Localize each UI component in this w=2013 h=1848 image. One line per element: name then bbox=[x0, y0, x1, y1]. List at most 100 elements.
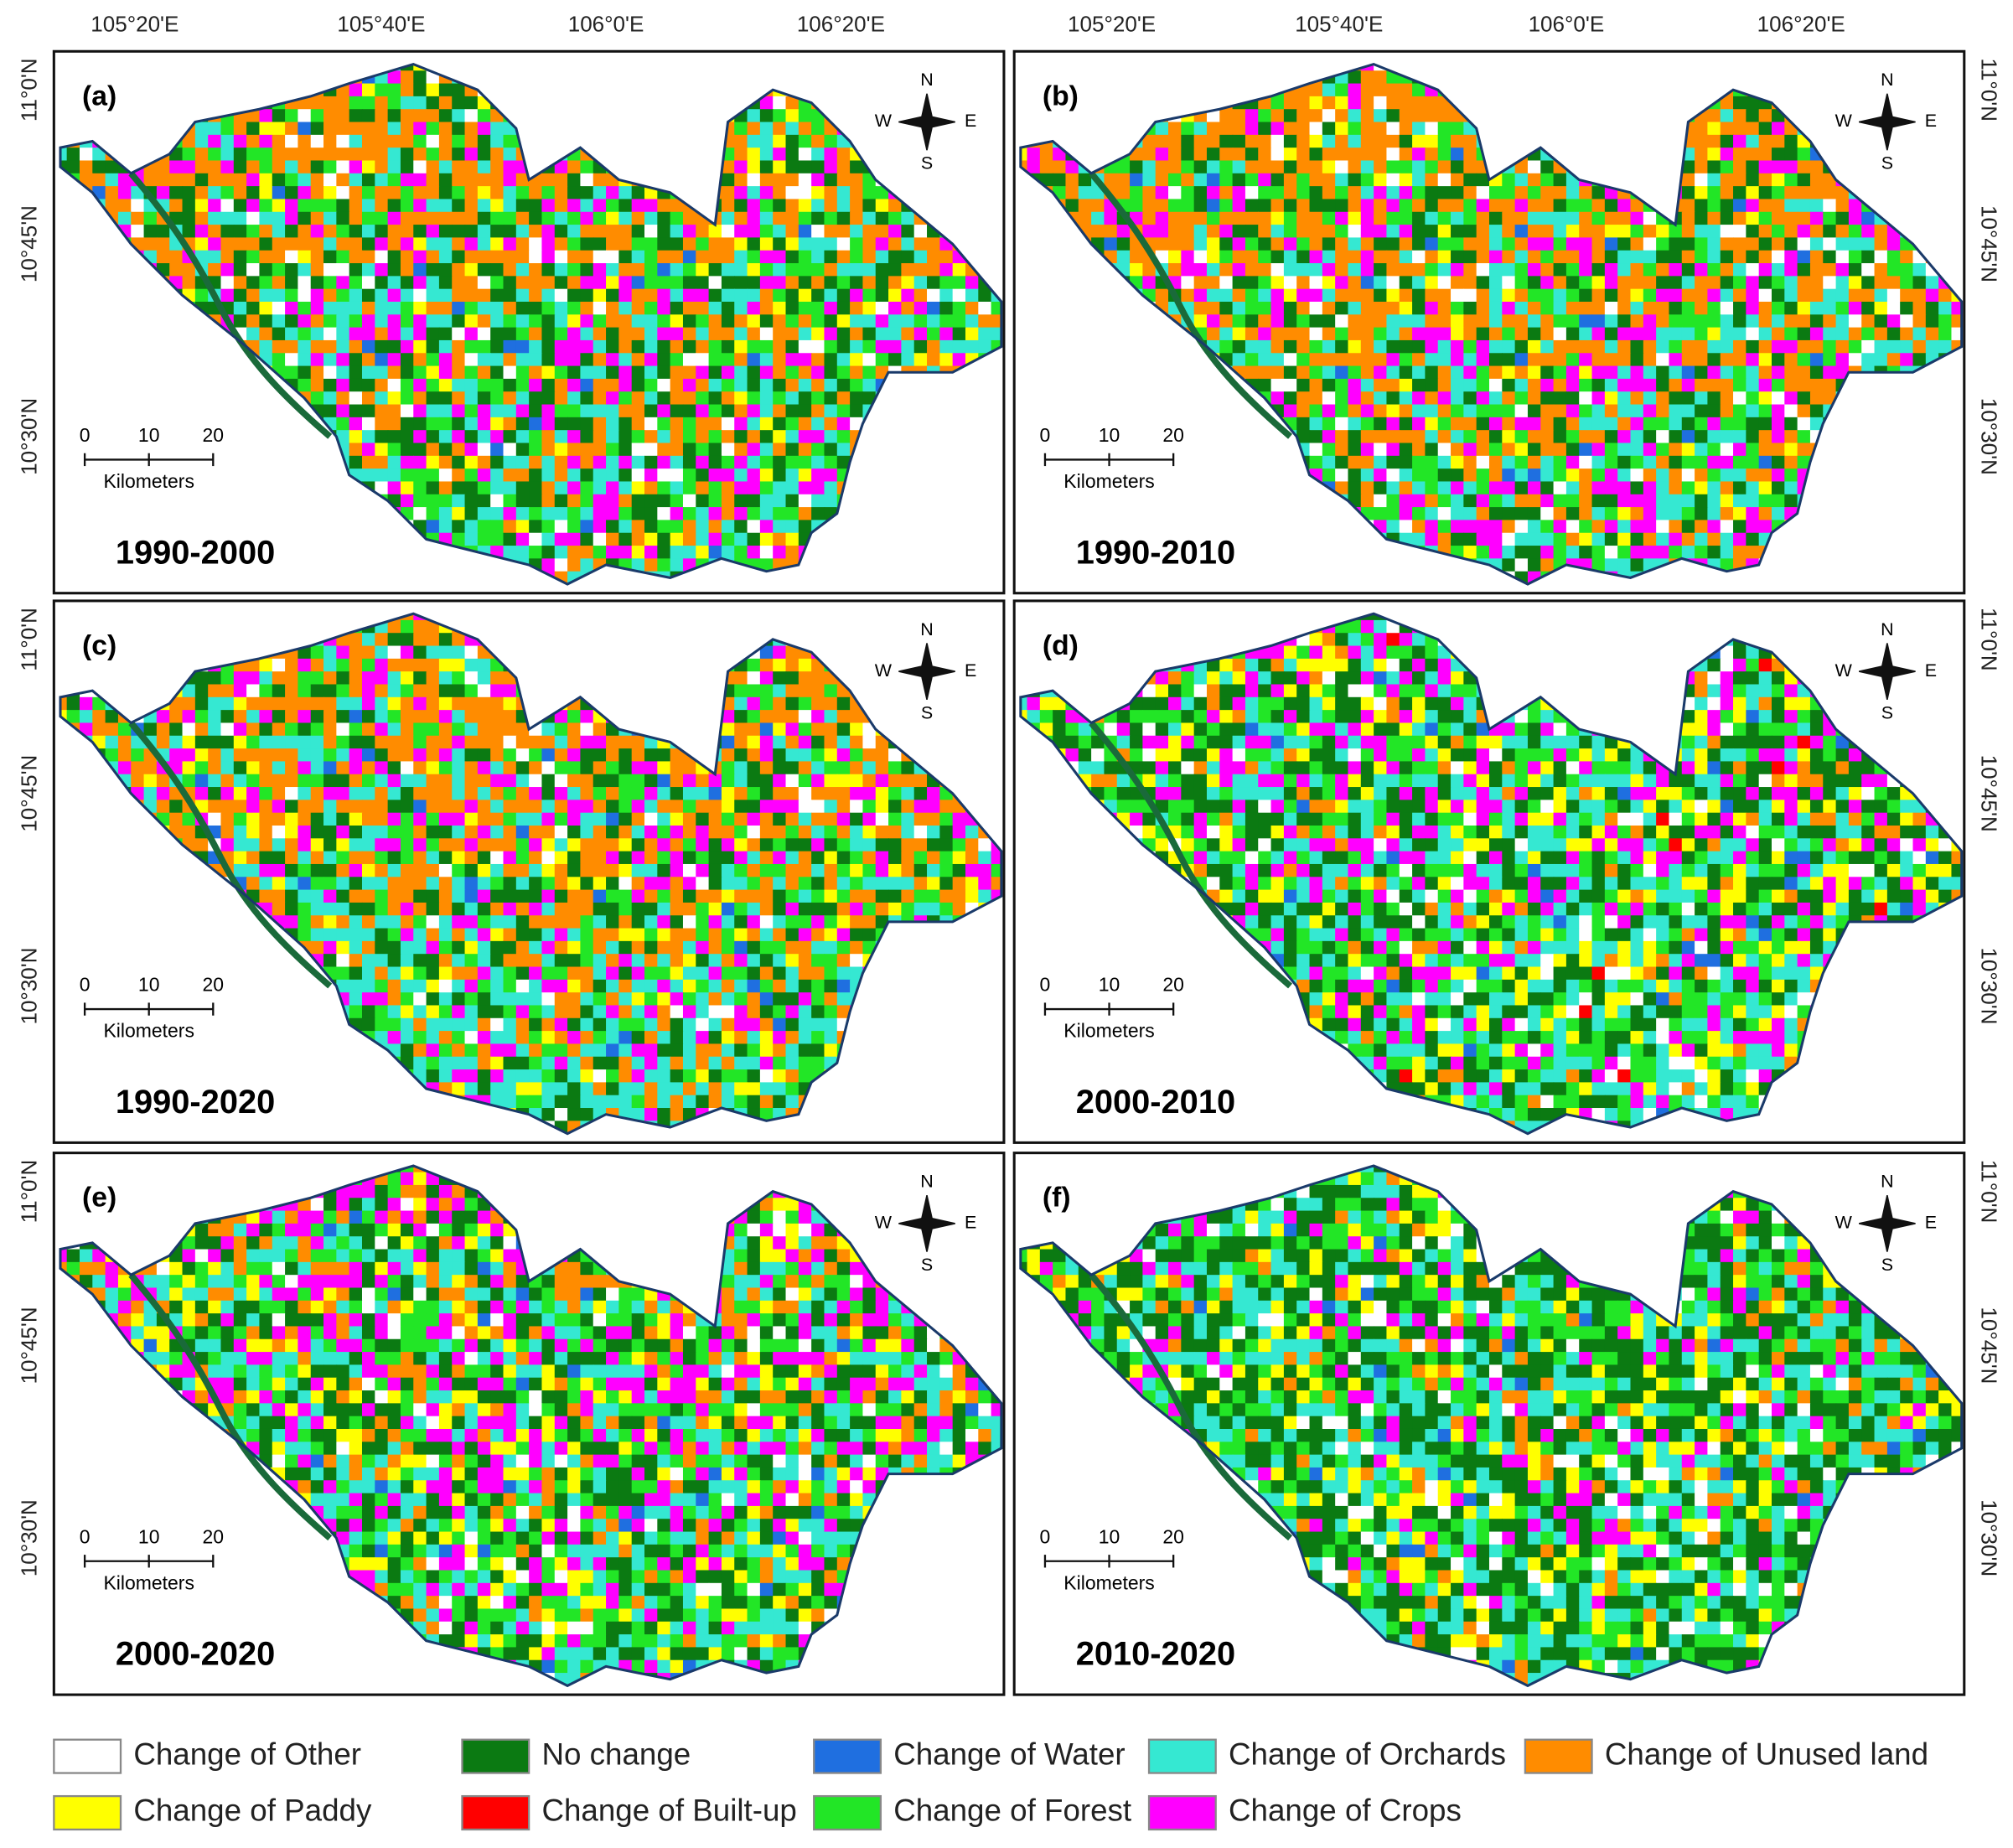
land-cell bbox=[1437, 327, 1452, 341]
land-cell bbox=[298, 378, 312, 392]
land-cell bbox=[1758, 134, 1772, 148]
land-cell bbox=[310, 122, 324, 136]
land-cell bbox=[1617, 339, 1632, 355]
land-cell bbox=[811, 391, 825, 406]
land-cell bbox=[670, 211, 684, 225]
land-cell bbox=[682, 225, 697, 239]
land-cell bbox=[156, 250, 170, 264]
land-cell bbox=[1309, 365, 1323, 380]
land-cell bbox=[1720, 109, 1734, 123]
land-cell bbox=[618, 288, 633, 303]
land-cell bbox=[400, 430, 415, 444]
land-cell bbox=[593, 211, 607, 225]
land-cell bbox=[1681, 339, 1695, 355]
land-cell bbox=[657, 455, 671, 469]
land-cell bbox=[1772, 314, 1786, 329]
land-cell bbox=[194, 173, 209, 187]
land-cell bbox=[811, 199, 825, 213]
land-cell bbox=[759, 532, 774, 546]
land-cell bbox=[554, 378, 568, 392]
land-cell bbox=[747, 122, 761, 136]
land-cell bbox=[400, 339, 415, 355]
land-cell bbox=[272, 186, 286, 200]
land-cell bbox=[1656, 288, 1670, 303]
land-cell bbox=[1784, 225, 1798, 239]
land-cell bbox=[66, 148, 80, 162]
land-cell bbox=[1309, 83, 1323, 97]
land-cell bbox=[1809, 288, 1824, 303]
land-cell bbox=[1797, 211, 1811, 225]
land-cell bbox=[413, 237, 427, 251]
land-cell bbox=[1938, 327, 1953, 341]
land-cell bbox=[1476, 301, 1490, 316]
land-cell bbox=[567, 481, 582, 495]
land-cell bbox=[1540, 186, 1555, 200]
land-cell bbox=[310, 199, 324, 213]
land-cell bbox=[862, 225, 877, 239]
land-cell bbox=[1399, 109, 1413, 123]
land-cell bbox=[310, 225, 324, 239]
land-cell bbox=[1296, 314, 1311, 329]
land-cell bbox=[285, 301, 299, 316]
land-cell bbox=[413, 314, 427, 329]
land-cell bbox=[875, 301, 889, 316]
land-cell bbox=[1925, 314, 1939, 329]
land-cell bbox=[1232, 327, 1246, 341]
land-cell bbox=[1695, 301, 1709, 316]
land-cell bbox=[349, 430, 363, 444]
land-cell bbox=[1809, 353, 1824, 367]
land-cell bbox=[1193, 173, 1208, 187]
land-cell bbox=[1142, 225, 1157, 239]
land-cell bbox=[1399, 160, 1413, 174]
land-cell bbox=[1219, 186, 1234, 200]
land-cell bbox=[477, 353, 491, 367]
land-cell bbox=[888, 276, 903, 290]
land-cell bbox=[336, 199, 350, 213]
land-cell bbox=[375, 173, 389, 187]
land-cell bbox=[1835, 353, 1850, 367]
land-cell bbox=[1514, 211, 1529, 225]
land-cell bbox=[1772, 122, 1786, 136]
land-cell bbox=[298, 365, 312, 380]
land-cell bbox=[246, 301, 261, 316]
land-cell bbox=[1360, 64, 1374, 72]
land-cell bbox=[1348, 353, 1362, 367]
land-cell bbox=[1630, 276, 1644, 290]
land-cell bbox=[1399, 211, 1413, 225]
land-cell bbox=[1579, 263, 1593, 277]
land-cell bbox=[773, 532, 787, 546]
land-cell bbox=[1720, 148, 1734, 162]
land-cell bbox=[657, 481, 671, 495]
land-cell bbox=[375, 468, 389, 483]
land-cell bbox=[580, 160, 594, 174]
land-cell bbox=[773, 391, 787, 406]
land-cell bbox=[1219, 173, 1234, 187]
land-cell bbox=[631, 225, 645, 239]
land-cell bbox=[593, 353, 607, 367]
land-cell bbox=[606, 237, 620, 251]
land-cell bbox=[1206, 301, 1221, 316]
land-cell bbox=[798, 225, 812, 239]
land-cell bbox=[644, 391, 659, 406]
land-cell bbox=[1476, 199, 1490, 213]
land-cell bbox=[1425, 365, 1439, 380]
land-cell bbox=[567, 404, 582, 418]
land-cell bbox=[1463, 263, 1477, 277]
land-cell bbox=[593, 532, 607, 546]
land-cell bbox=[1283, 109, 1297, 123]
land-cell bbox=[1835, 314, 1850, 329]
land-cell bbox=[452, 481, 466, 495]
land-cell bbox=[1488, 225, 1503, 239]
compass-e: E bbox=[965, 111, 976, 131]
land-cell bbox=[298, 263, 312, 277]
land-cell bbox=[233, 276, 247, 290]
land-cell bbox=[541, 276, 556, 290]
land-cell bbox=[952, 301, 966, 316]
land-cell bbox=[901, 263, 915, 277]
land-cell bbox=[208, 134, 222, 148]
land-cell bbox=[464, 288, 479, 303]
land-cell bbox=[1758, 353, 1772, 367]
land-cell bbox=[361, 186, 376, 200]
land-cell bbox=[567, 391, 582, 406]
land-cell bbox=[1772, 173, 1786, 187]
